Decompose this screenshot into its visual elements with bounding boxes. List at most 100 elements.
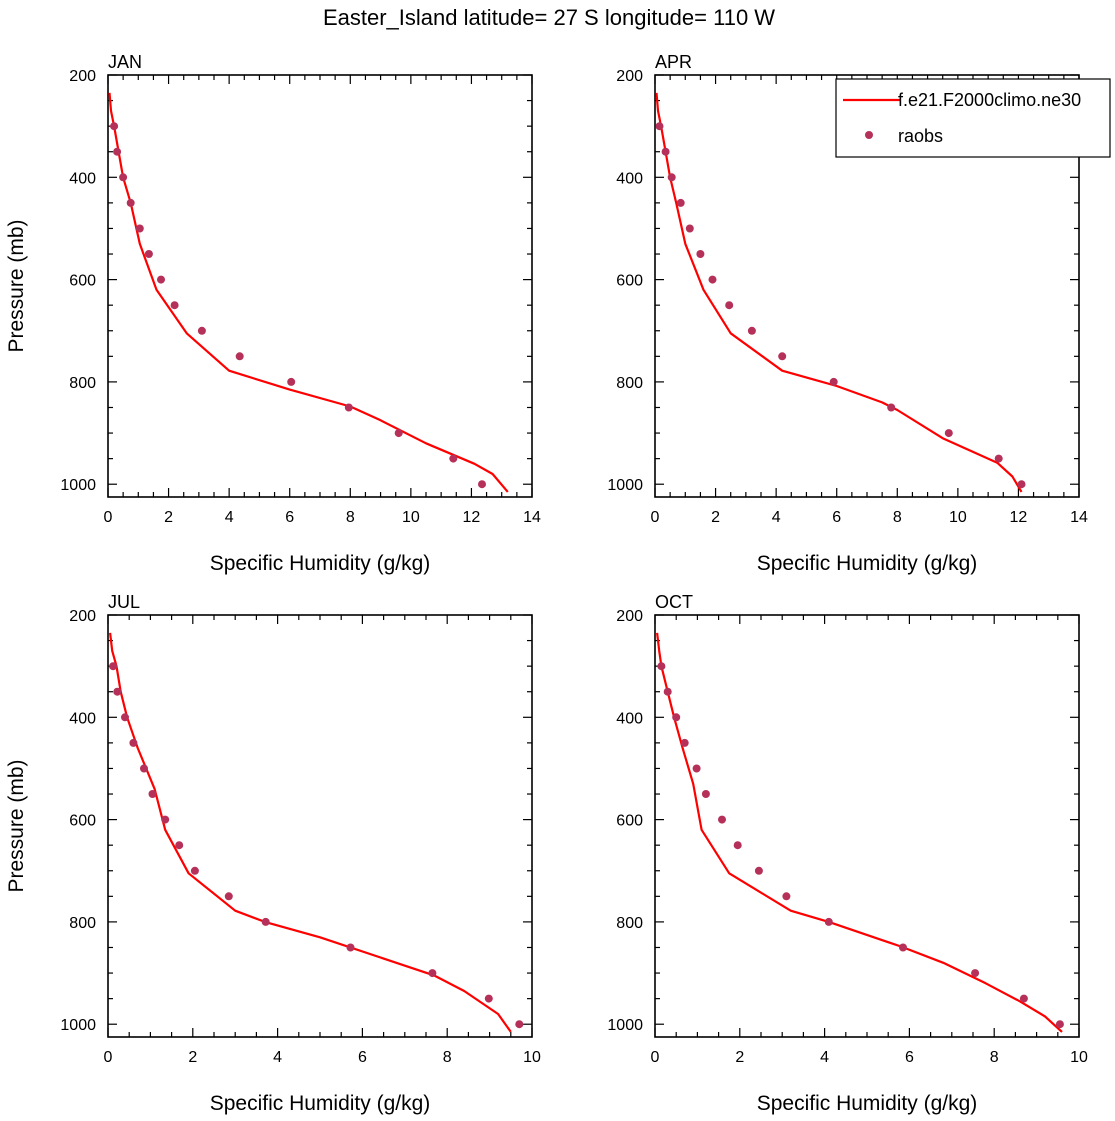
- raobs-point: [110, 122, 119, 131]
- y-tick-label: 400: [616, 710, 643, 727]
- legend-box: [835, 78, 1111, 158]
- raobs-point: [428, 969, 437, 978]
- raobs-point: [119, 173, 128, 182]
- raobs-point: [287, 377, 296, 386]
- y-tick-label: 800: [616, 375, 643, 392]
- raobs-point: [899, 943, 907, 952]
- x-tick-label: 4: [772, 509, 781, 526]
- x-axis-label: Specific Humidity (g/kg): [210, 552, 431, 575]
- raobs-point: [747, 326, 756, 335]
- y-axis-label: Pressure (mb): [5, 219, 28, 352]
- x-tick-label: 0: [104, 509, 113, 526]
- x-axis-label: Specific Humidity (g/kg): [757, 552, 978, 575]
- raobs-point: [478, 480, 486, 489]
- y-tick-label: 1000: [60, 477, 96, 494]
- raobs-point: [725, 301, 734, 310]
- panel-jan: JAN 0 2 4 6 8 10 12 14 200 400 600 800 1000 Specific H…: [5, 52, 541, 575]
- y-tick-label: 600: [69, 813, 96, 830]
- y-tick-label: 600: [616, 273, 643, 290]
- raobs-point: [1017, 480, 1026, 489]
- raobs-point: [733, 841, 742, 850]
- x-tick-label: 6: [285, 509, 294, 526]
- raobs-point: [701, 790, 710, 798]
- panel-label: JAN: [108, 52, 142, 72]
- raobs-point: [484, 994, 493, 1003]
- raobs-point: [1019, 994, 1028, 1003]
- raobs-point: [346, 943, 355, 952]
- x-tick-label: 14: [1070, 509, 1088, 526]
- raobs-point: [113, 147, 122, 156]
- x-tick-label: 10: [949, 509, 967, 526]
- x-tick-label: 0: [651, 1049, 660, 1066]
- y-tick-label: 400: [69, 710, 96, 727]
- panel-label: JUL: [108, 592, 140, 612]
- x-tick-label: 4: [225, 509, 234, 526]
- x-tick-label: 10: [1070, 1049, 1088, 1066]
- raobs-point: [657, 662, 666, 671]
- legend-entry-model: f.e21.F2000climo.ne30: [898, 90, 1081, 110]
- raobs-point: [129, 738, 138, 747]
- panel-label: APR: [655, 52, 692, 72]
- raobs-point: [685, 224, 694, 233]
- raobs-point: [680, 738, 689, 747]
- y-tick-label: 1000: [607, 1017, 643, 1034]
- raobs-point: [829, 377, 838, 386]
- x-tick-label: 8: [990, 1049, 999, 1066]
- x-tick-label: 4: [273, 1049, 282, 1066]
- x-axis-label: Specific Humidity (g/kg): [757, 1092, 978, 1115]
- raobs-point: [157, 275, 165, 284]
- x-tick-label: 12: [1010, 509, 1028, 526]
- raobs-point: [135, 224, 144, 233]
- raobs-point: [449, 454, 458, 463]
- raobs-point: [944, 429, 953, 438]
- raobs-point: [175, 841, 184, 850]
- x-tick-label: 2: [164, 509, 173, 526]
- raobs-point: [708, 275, 717, 284]
- legend-entry-raobs: raobs: [898, 126, 943, 146]
- panel-label: OCT: [655, 592, 693, 612]
- raobs-point: [261, 917, 270, 926]
- raobs-point: [109, 662, 118, 671]
- x-tick-label: 0: [104, 1049, 113, 1066]
- y-tick-label: 400: [616, 170, 643, 187]
- panel-apr: APR 0 2 4 6 8 10 12 14 200 400 600 800 1000 Specific H…: [607, 52, 1088, 575]
- y-tick-label: 600: [69, 273, 96, 290]
- raobs-point: [148, 790, 157, 798]
- plot-frame: [654, 614, 1080, 1038]
- figure-title: Easter_Island latitude= 27 S longitude= …: [323, 5, 775, 30]
- raobs-point: [190, 866, 199, 875]
- raobs-point: [144, 250, 153, 258]
- y-tick-label: 1000: [60, 1017, 96, 1034]
- x-tick-label: 6: [905, 1049, 914, 1066]
- y-tick-label: 200: [69, 68, 96, 85]
- y-tick-label: 400: [69, 170, 96, 187]
- series-line-model: [655, 92, 1023, 493]
- raobs-point: [224, 892, 233, 901]
- x-tick-label: 0: [651, 509, 660, 526]
- raobs-point: [887, 403, 896, 412]
- raobs-point: [121, 713, 129, 722]
- y-tick-label: 200: [616, 68, 643, 85]
- x-tick-label: 14: [523, 509, 541, 526]
- raobs-point: [824, 917, 833, 926]
- plot-frame: [107, 74, 533, 498]
- panel-oct: OCT 0 2 4 6 8 10 200 400 600 800 1000 Specific Humid…: [607, 592, 1088, 1115]
- panel-jul: JUL 0 2 4 6 8 10 200 400 600 800 1000 Specific Humid…: [5, 592, 541, 1115]
- raobs-point: [754, 866, 763, 875]
- x-tick-label: 10: [402, 509, 420, 526]
- raobs-point: [344, 403, 353, 412]
- x-tick-label: 2: [735, 1049, 744, 1066]
- raobs-point: [197, 326, 206, 335]
- series-line-model: [656, 632, 1063, 1033]
- raobs-point: [994, 454, 1003, 463]
- x-tick-label: 6: [358, 1049, 367, 1066]
- raobs-point: [655, 122, 664, 131]
- x-tick-label: 8: [443, 1049, 452, 1066]
- raobs-point: [170, 301, 179, 310]
- y-tick-label: 200: [69, 608, 96, 625]
- y-tick-label: 800: [69, 375, 96, 392]
- raobs-point: [672, 713, 681, 722]
- raobs-point: [140, 764, 148, 773]
